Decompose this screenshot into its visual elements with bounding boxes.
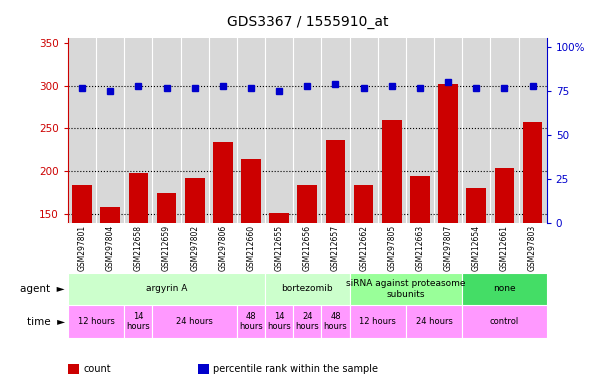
Bar [68, 305, 124, 338]
Bar [265, 305, 293, 338]
Text: control: control [490, 317, 519, 326]
Text: GSM212663: GSM212663 [415, 225, 424, 271]
Bar [326, 139, 345, 343]
Bar [349, 273, 462, 305]
Bar [293, 305, 322, 338]
Bar [522, 122, 543, 343]
Bar [297, 185, 317, 343]
Text: 48
hours: 48 hours [324, 312, 348, 331]
Text: 24 hours: 24 hours [415, 317, 453, 326]
Bar [462, 273, 547, 305]
Bar [269, 213, 289, 343]
Bar [265, 273, 349, 305]
Bar [354, 185, 374, 343]
Text: 12 hours: 12 hours [77, 317, 115, 326]
Text: GSM212657: GSM212657 [331, 225, 340, 271]
Text: 48
hours: 48 hours [239, 312, 263, 331]
Bar [213, 142, 233, 343]
Bar [322, 305, 349, 338]
Text: GSM212661: GSM212661 [500, 225, 509, 271]
Text: 24
hours: 24 hours [296, 312, 319, 331]
Bar [241, 159, 261, 343]
Text: GSM212659: GSM212659 [162, 225, 171, 271]
Bar [382, 120, 402, 343]
Text: GSM212662: GSM212662 [359, 225, 368, 271]
Text: 24 hours: 24 hours [176, 317, 213, 326]
Text: GSM212655: GSM212655 [275, 225, 284, 271]
Bar [68, 273, 265, 305]
Text: GSM297807: GSM297807 [444, 225, 453, 271]
Text: 12 hours: 12 hours [359, 317, 396, 326]
Text: siRNA against proteasome
subunits: siRNA against proteasome subunits [346, 279, 466, 299]
Bar [439, 84, 458, 343]
Bar [237, 305, 265, 338]
Text: time  ►: time ► [27, 316, 65, 327]
Text: GSM212658: GSM212658 [134, 225, 143, 271]
Bar [410, 176, 430, 343]
Text: GSM212654: GSM212654 [472, 225, 480, 271]
Bar [462, 305, 547, 338]
Text: GSM212656: GSM212656 [303, 225, 312, 271]
Text: 14
hours: 14 hours [267, 312, 291, 331]
Text: count: count [83, 364, 111, 374]
Bar [100, 207, 120, 343]
Bar [185, 178, 204, 343]
Text: 14
hours: 14 hours [126, 312, 150, 331]
Text: GSM212660: GSM212660 [246, 225, 255, 271]
Text: argyrin A: argyrin A [146, 285, 187, 293]
Bar [72, 185, 92, 343]
Text: bortezomib: bortezomib [281, 285, 333, 293]
Bar [495, 168, 514, 343]
Bar [128, 173, 148, 343]
Text: GSM297802: GSM297802 [190, 225, 199, 271]
Text: percentile rank within the sample: percentile rank within the sample [213, 364, 378, 374]
Bar [157, 193, 176, 343]
Text: GSM297801: GSM297801 [77, 225, 86, 271]
Text: agent  ►: agent ► [20, 284, 65, 294]
Text: none: none [493, 285, 516, 293]
Text: GSM297805: GSM297805 [387, 225, 397, 271]
Text: GSM297804: GSM297804 [106, 225, 115, 271]
Bar [466, 189, 486, 343]
Text: GSM297803: GSM297803 [528, 225, 537, 271]
Text: GDS3367 / 1555910_at: GDS3367 / 1555910_at [226, 15, 388, 29]
Bar [124, 305, 152, 338]
Text: GSM297806: GSM297806 [218, 225, 228, 271]
Bar [349, 305, 406, 338]
Bar [152, 305, 237, 338]
Bar [406, 305, 462, 338]
